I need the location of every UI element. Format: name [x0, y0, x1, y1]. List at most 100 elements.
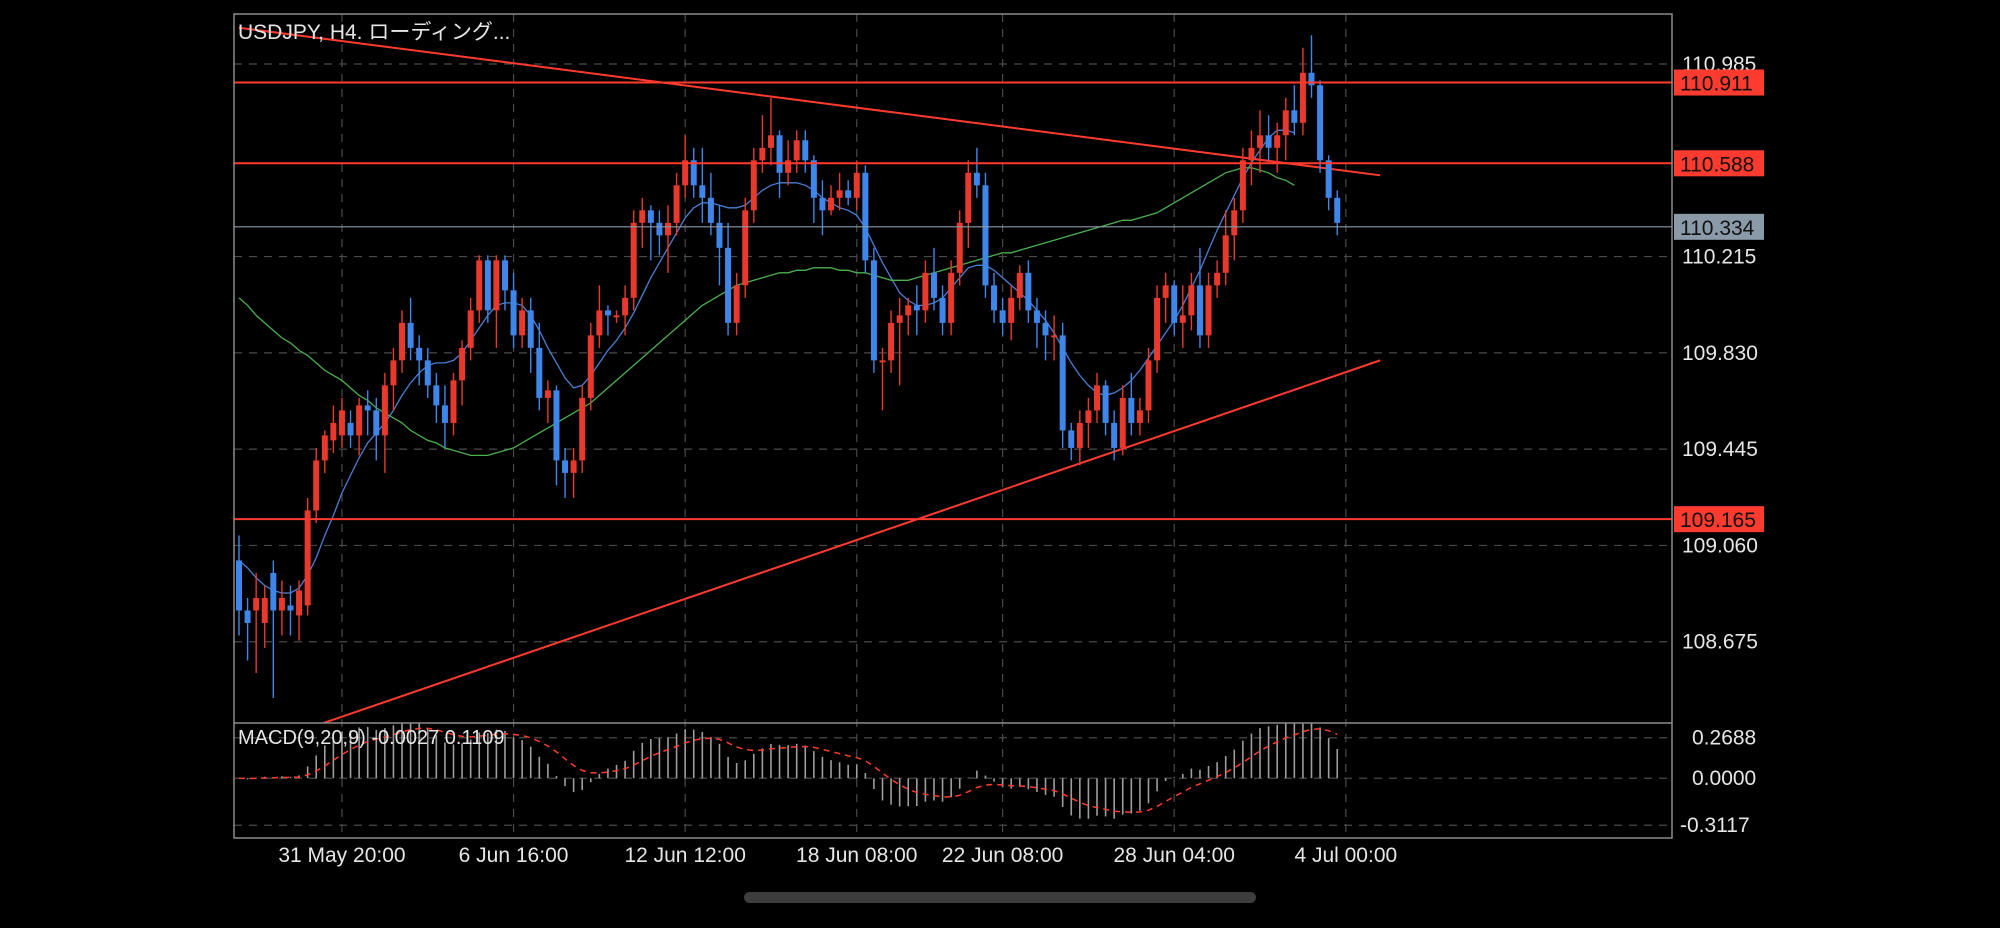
candle-body: [596, 310, 603, 336]
candle-body: [699, 185, 706, 198]
candle-body: [270, 572, 277, 611]
candle-body: [321, 435, 328, 461]
candle-body: [810, 160, 817, 198]
candle-body: [793, 140, 800, 161]
candle-body: [785, 160, 792, 173]
candle-body: [253, 597, 260, 611]
candle-body: [725, 247, 732, 323]
candle-body: [373, 410, 380, 436]
candle-body: [1291, 110, 1298, 123]
price-level-tag-background: [1674, 69, 1764, 96]
candle-body: [690, 160, 697, 186]
candle-body: [819, 197, 826, 211]
candle-body: [896, 315, 903, 323]
candle-body: [236, 560, 242, 611]
time-tick-label: 18 Jun 08:00: [796, 844, 917, 867]
candle-body: [364, 405, 371, 411]
home-indicator[interactable]: [744, 892, 1256, 903]
candle-body: [501, 260, 508, 291]
candle-body: [973, 172, 980, 186]
candle-body: [441, 405, 448, 423]
price-level-tag: 110.911: [1680, 73, 1753, 96]
candle-body: [579, 397, 586, 461]
candle-body: [1265, 135, 1272, 148]
candle-body: [870, 260, 877, 361]
current-price-tag: 110.334: [1680, 217, 1755, 240]
candle-body: [682, 160, 689, 186]
candle-body: [1033, 310, 1040, 323]
candle-body: [1042, 322, 1049, 336]
candle-body: [1025, 272, 1032, 311]
candle-body: [304, 510, 311, 606]
moving-average-line: [238, 129, 1295, 594]
candle-body: [1257, 135, 1264, 148]
candle-body: [347, 422, 354, 436]
candle-body: [604, 310, 611, 316]
candle-body: [1188, 285, 1195, 316]
candle-body: [536, 347, 543, 398]
chart-frame: [233, 13, 1673, 839]
price-tick-label: 109.060: [1682, 534, 1758, 557]
candle-body: [639, 210, 646, 223]
candle-body: [433, 385, 440, 406]
candle-body: [338, 410, 345, 436]
time-tick-label: 4 Jul 00:00: [1294, 844, 1397, 867]
candle-body: [244, 610, 251, 623]
candle-body: [407, 322, 414, 348]
candle-body: [716, 222, 723, 248]
candle-body: [330, 422, 337, 441]
candle-body: [1282, 110, 1289, 136]
candle-body: [356, 405, 363, 436]
axis-labels: 110.985110.215109.830109.445109.060108.6…: [278, 53, 1764, 867]
candle-body: [1171, 285, 1178, 323]
candle-body: [1154, 297, 1161, 361]
candle-body: [450, 380, 457, 423]
trendline: [320, 359, 1381, 723]
price-level-tag: 110.588: [1680, 153, 1754, 176]
candle-body: [1128, 397, 1135, 423]
moving-averages: [238, 129, 1295, 594]
candle-body: [948, 272, 955, 323]
candle-body: [510, 290, 517, 336]
chart-title: USDJPY, H4. ローディング...: [238, 21, 510, 44]
candle-body: [1059, 335, 1066, 431]
price-level-tag: 109.165: [1680, 509, 1756, 532]
candle-body: [759, 147, 766, 161]
candle-body: [476, 260, 483, 311]
candle-body: [1111, 422, 1118, 448]
candle-body: [1051, 335, 1058, 338]
candle-body: [1016, 272, 1023, 298]
candle-body: [1299, 72, 1306, 123]
trendlines: [238, 26, 1381, 723]
trendline: [238, 26, 1381, 177]
time-tick-label: 22 Jun 08:00: [942, 844, 1063, 867]
candle-body: [261, 597, 268, 623]
time-tick-label: 12 Jun 12:00: [624, 844, 745, 867]
candle-body: [562, 460, 569, 473]
candle-body: [1214, 272, 1221, 286]
candle-body: [390, 360, 397, 386]
grid: [234, 14, 1672, 838]
candle-body: [1008, 297, 1015, 323]
candle-body: [836, 190, 843, 198]
candle-body: [733, 285, 740, 323]
candle-body: [313, 460, 320, 511]
candle-body: [553, 390, 560, 461]
candle-body: [939, 297, 946, 323]
candle-body: [1145, 360, 1152, 411]
moving-average-line: [238, 167, 1295, 457]
candle-body: [630, 222, 637, 298]
candle-body: [922, 272, 929, 311]
candle-body: [1231, 210, 1238, 236]
candle-body: [493, 260, 500, 311]
candle-body: [296, 590, 303, 616]
candle-body: [991, 285, 998, 311]
candle-body: [1068, 430, 1075, 448]
candle-body: [399, 322, 406, 361]
candle-body: [1085, 410, 1092, 423]
price-tick-label: 108.675: [1682, 631, 1758, 654]
candle-body: [519, 310, 526, 336]
candle-body: [1196, 285, 1203, 336]
